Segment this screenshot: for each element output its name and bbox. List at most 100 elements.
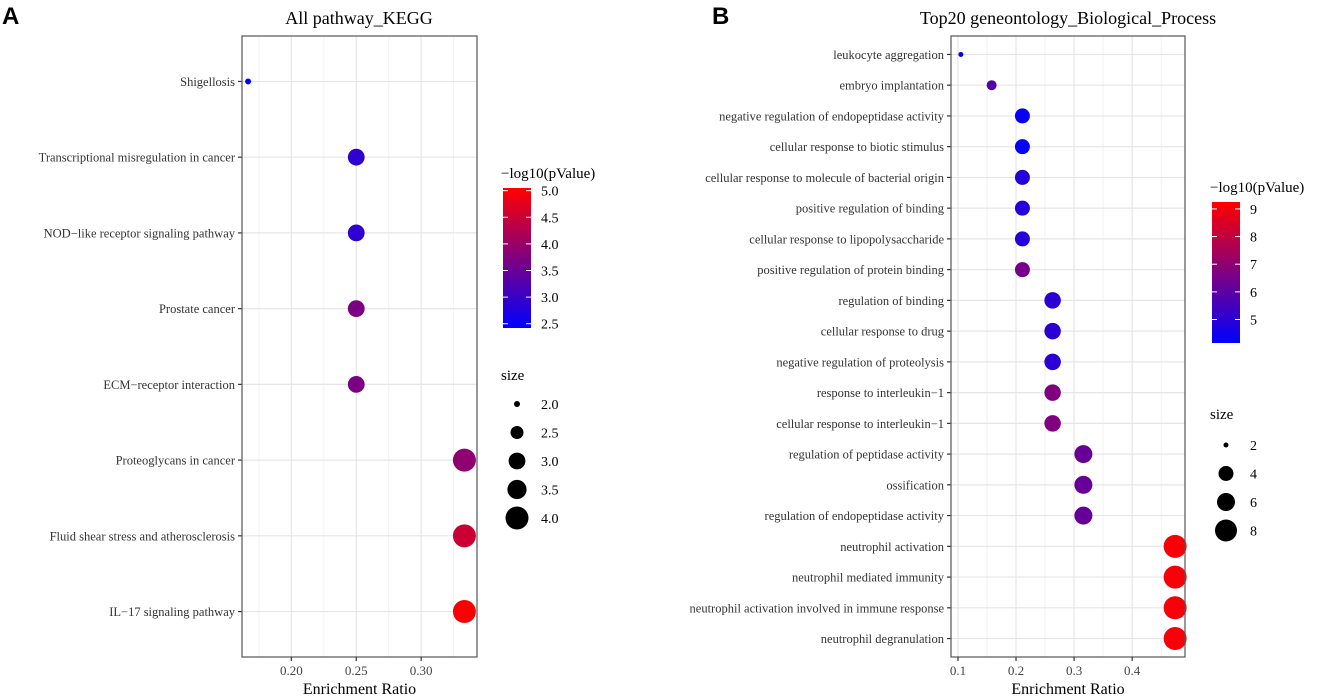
y-tick-label: ECM−receptor interaction — [103, 378, 235, 392]
color-legend-title: −log10(pValue) — [501, 166, 595, 182]
size-legend-label: 8 — [1250, 525, 1257, 540]
size-legend-key — [1218, 466, 1234, 481]
x-tick-label: 0.30 — [410, 663, 433, 678]
y-tick-label: neutrophil degranulation — [821, 632, 945, 646]
y-tick-label: Prostate cancer — [159, 302, 236, 316]
plot-border — [950, 35, 1186, 658]
size-legend-key — [510, 426, 524, 439]
plot-background — [242, 36, 477, 657]
data-point — [986, 80, 997, 91]
size-legend-label: 2 — [1250, 439, 1257, 454]
colorbar-label: 2.5 — [541, 318, 559, 333]
data-point — [1014, 169, 1030, 185]
chart-title: Top20 geneontology_Biological_Process — [920, 8, 1216, 28]
data-point — [347, 375, 365, 393]
x-tick-label: 0.25 — [345, 663, 368, 678]
y-tick-label: Proteoglycans in cancer — [116, 454, 236, 468]
y-tick-label: neutrophil activation involved in immune… — [690, 601, 945, 615]
size-legend-key — [507, 479, 527, 500]
y-tick-label: leukocyte aggregation — [833, 48, 944, 62]
data-point — [1074, 506, 1093, 525]
colorbar-label: 6 — [1250, 286, 1257, 301]
size-legend-label: 3.0 — [541, 455, 559, 470]
color-legend-title: −log10(pValue) — [1210, 180, 1304, 196]
colorbar — [1212, 202, 1240, 343]
y-tick-label: cellular response to lipopolysaccharide — [749, 232, 944, 246]
data-point — [1044, 384, 1061, 401]
y-tick-label: ossification — [886, 478, 944, 492]
y-tick-label: Transcriptional misregulation in cancer — [39, 151, 236, 165]
data-point — [1074, 475, 1093, 494]
data-point — [1163, 565, 1187, 589]
colorbar — [503, 188, 531, 328]
colorbar-label: 5.0 — [541, 185, 559, 200]
colorbar-label: 3.0 — [541, 291, 559, 306]
x-tick-label: 0.2 — [1008, 663, 1024, 678]
x-axis-title: Enrichment Ratio — [303, 681, 416, 698]
size-legend-key — [514, 401, 520, 407]
data-point — [1163, 596, 1187, 620]
panel-a: A All pathway_KEGG Shigellosis Transcriptio… — [2, 3, 595, 698]
size-legend-key — [508, 452, 526, 470]
size-legend-label: 6 — [1250, 496, 1257, 511]
size-legend-label: 2.0 — [541, 398, 559, 413]
y-tick-label: positive regulation of binding — [796, 202, 945, 216]
data-point — [958, 51, 964, 57]
data-point — [1044, 415, 1061, 432]
y-tick-label: neutrophil mediated immunity — [792, 571, 945, 585]
data-point — [1014, 139, 1030, 155]
size-legend-label: 3.5 — [541, 484, 559, 499]
data-point — [347, 300, 365, 318]
y-tick-label: cellular response to biotic stimulus — [770, 140, 944, 154]
y-tick-label: regulation of peptidase activity — [789, 448, 945, 462]
size-legend-title: size — [501, 368, 525, 384]
x-tick-label: 0.4 — [1124, 663, 1141, 678]
data-point — [452, 600, 476, 624]
size-legend-key — [1223, 442, 1229, 448]
x-tick-label: 0.20 — [280, 663, 303, 678]
data-point — [1044, 292, 1061, 309]
size-legend-label: 4 — [1250, 468, 1257, 483]
y-tick-label: regulation of binding — [838, 294, 944, 308]
colorbar-label: 9 — [1250, 203, 1257, 218]
y-tick-label: embryo implantation — [840, 79, 945, 93]
data-point — [1014, 231, 1030, 247]
colorbar-label: 4.0 — [541, 238, 559, 253]
plot-border — [241, 35, 478, 658]
data-point — [1074, 445, 1093, 464]
data-point — [1014, 108, 1030, 124]
colorbar-label: 8 — [1250, 231, 1257, 246]
colorbar-label: 5 — [1250, 314, 1257, 329]
y-tick-label: cellular response to interleukin−1 — [776, 417, 944, 431]
y-tick-label: IL−17 signaling pathway — [109, 605, 236, 619]
y-tick-label: Fluid shear stress and atherosclerosis — [50, 529, 236, 543]
x-axis-title: Enrichment Ratio — [1011, 681, 1124, 698]
panel-letter: A — [2, 3, 19, 30]
data-point — [1014, 262, 1030, 278]
y-tick-label: positive regulation of protein binding — [757, 263, 945, 277]
data-point — [1044, 353, 1061, 371]
y-tick-label: regulation of endopeptidase activity — [765, 509, 945, 523]
data-point — [1044, 322, 1061, 340]
colorbar-label: 7 — [1250, 258, 1257, 273]
size-legend-key — [1217, 493, 1235, 511]
data-point — [452, 524, 476, 548]
data-point — [452, 448, 476, 472]
size-legend-label: 4.0 — [541, 512, 559, 527]
colorbar-label: 4.5 — [541, 211, 559, 226]
plot-background — [951, 36, 1185, 657]
x-tick-label: 0.3 — [1066, 663, 1082, 678]
size-legend-label: 2.5 — [541, 427, 559, 442]
y-tick-label: response to interleukin−1 — [817, 386, 944, 400]
data-point — [347, 224, 365, 242]
size-legend-title: size — [1210, 407, 1234, 423]
y-tick-label: negative regulation of proteolysis — [776, 355, 944, 369]
y-tick-label: negative regulation of endopeptidase act… — [719, 109, 945, 123]
colorbar-label: 3.5 — [541, 265, 559, 280]
chart-title: All pathway_KEGG — [285, 8, 432, 28]
y-tick-label: NOD−like receptor signaling pathway — [44, 226, 236, 240]
data-point — [1014, 200, 1030, 216]
data-point — [347, 148, 365, 166]
size-legend-key — [1215, 519, 1237, 542]
